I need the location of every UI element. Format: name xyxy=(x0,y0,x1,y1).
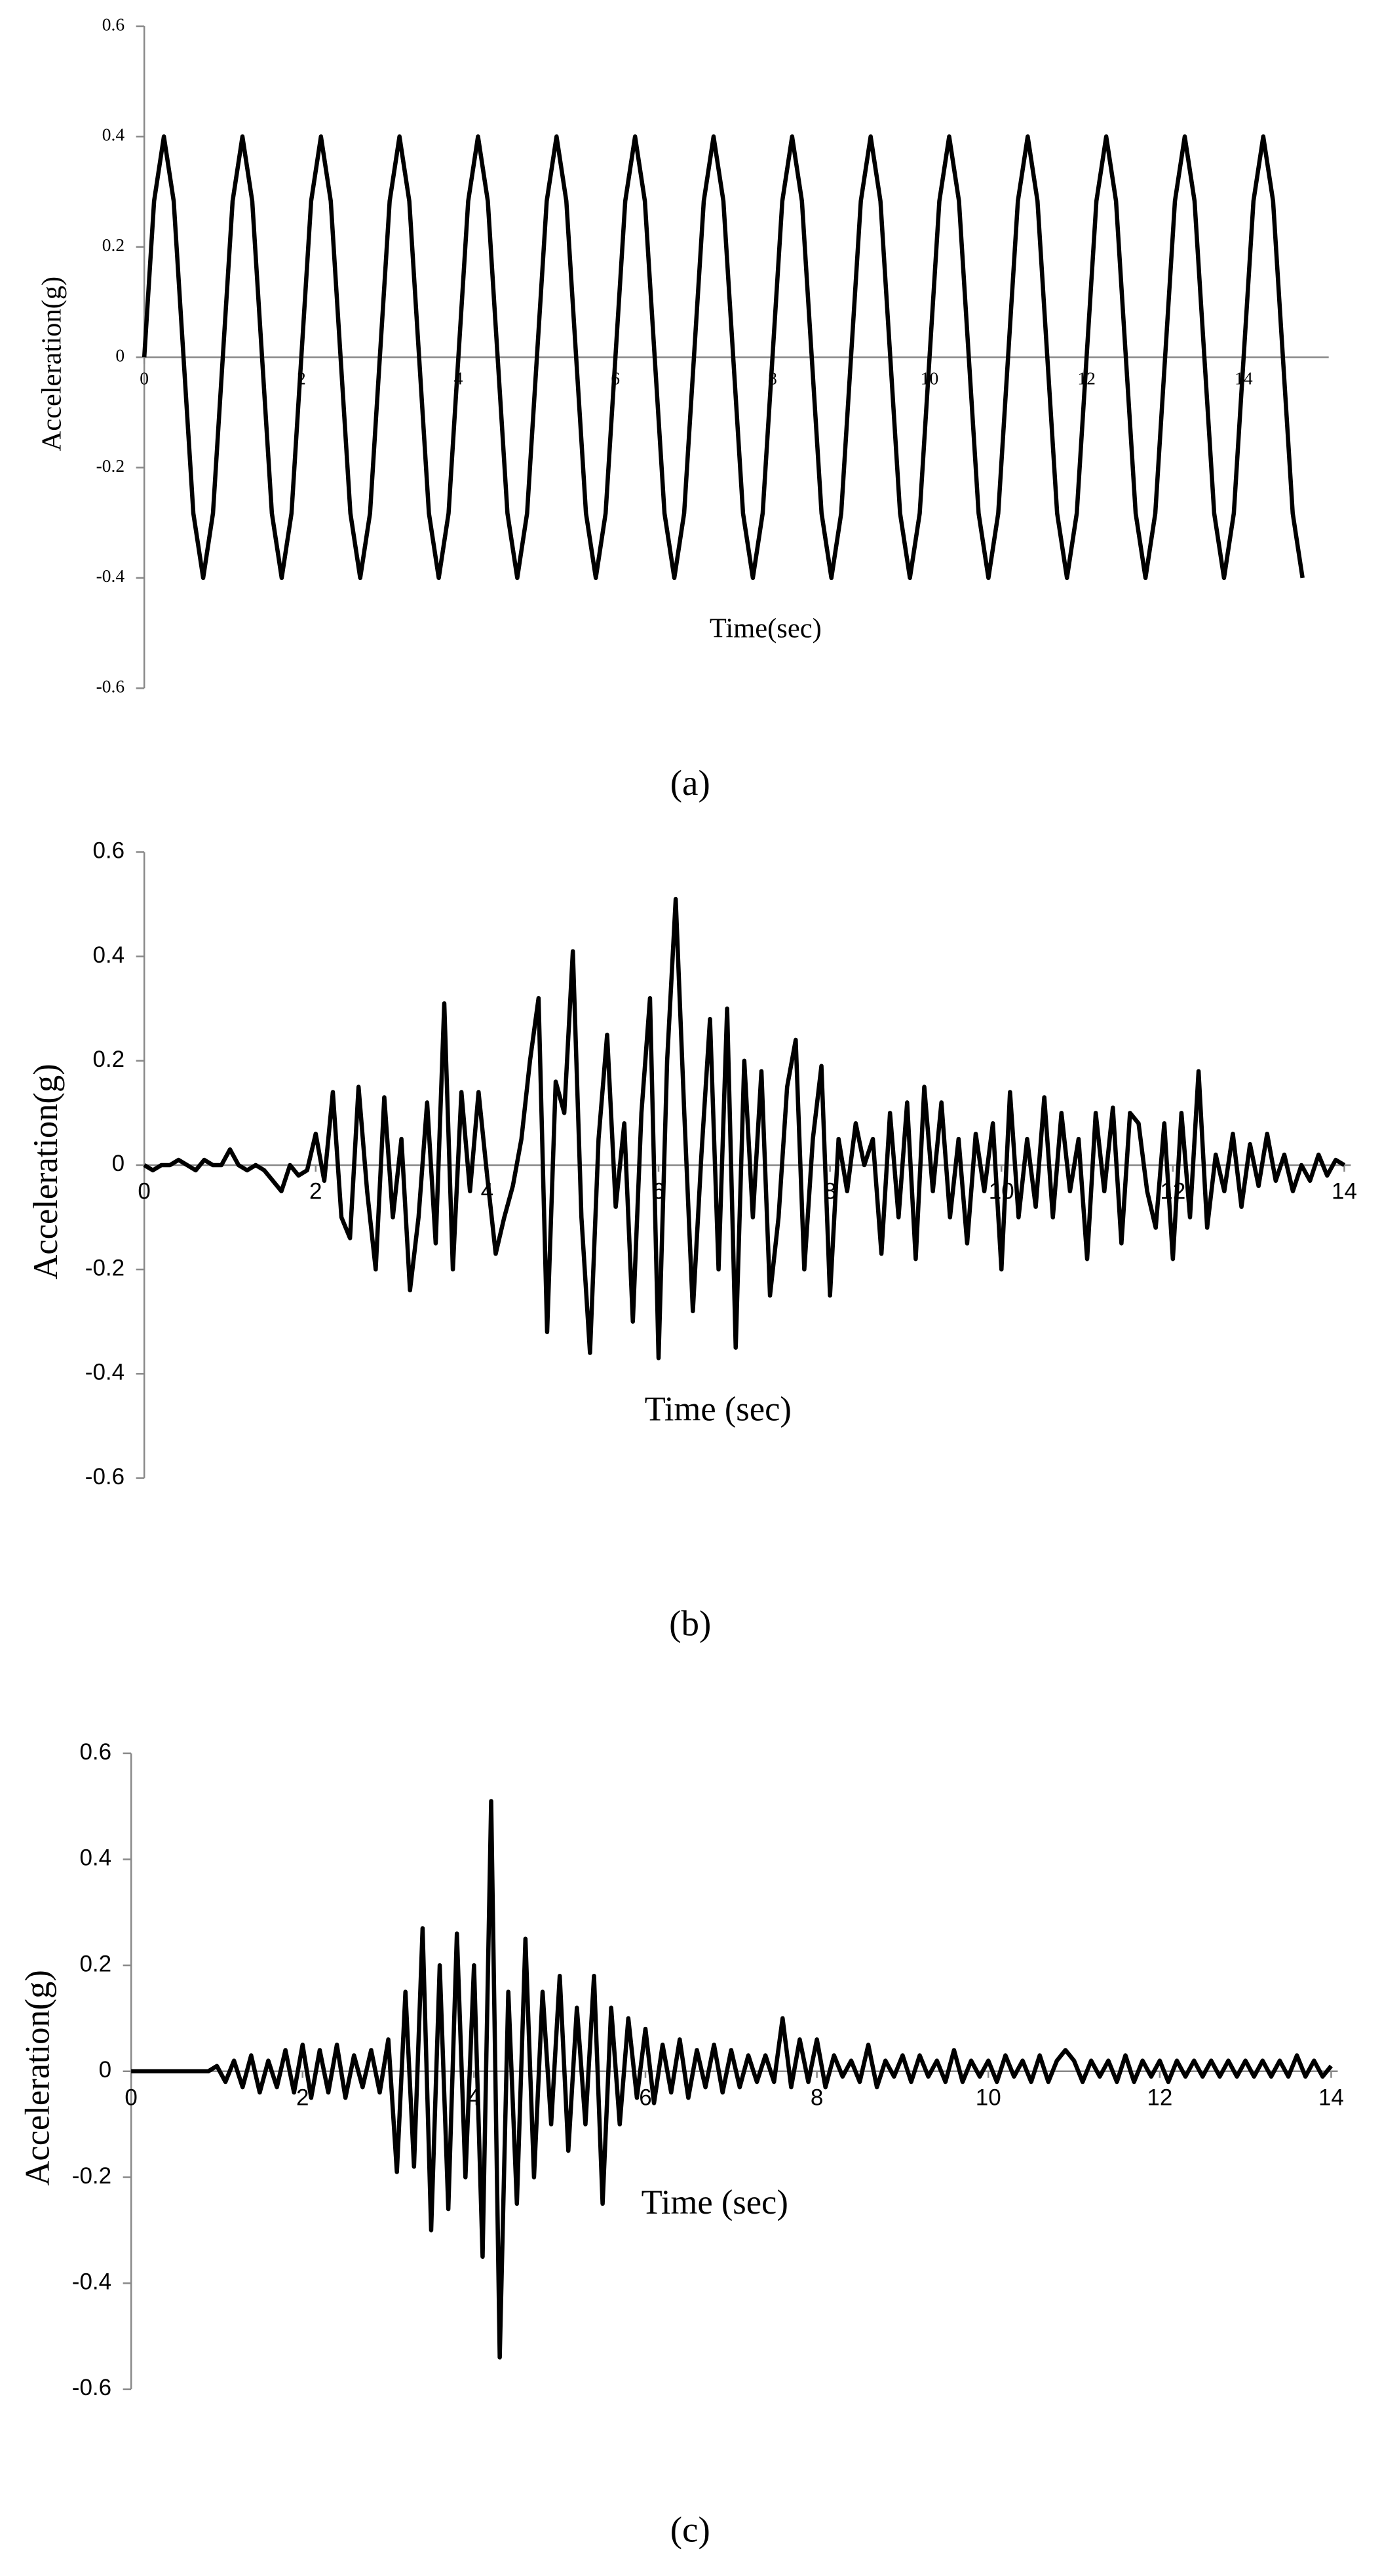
acceleration-line xyxy=(131,1799,1333,2360)
x-tick-label: 8 xyxy=(811,2085,823,2111)
x-tick-label: 10 xyxy=(989,1179,1014,1204)
x-tick-label: 0 xyxy=(138,1179,150,1204)
y-tick-label: -0.4 xyxy=(72,2269,111,2294)
acceleration-line xyxy=(142,134,1305,581)
x-axis-title: Time(sec) xyxy=(710,613,822,644)
x-axis-title: Time (sec) xyxy=(642,2183,788,2221)
y-tick-label: 0.4 xyxy=(79,1845,111,1871)
y-tick-label: -0.6 xyxy=(85,1464,125,1490)
x-tick-label: 12 xyxy=(1147,2085,1172,2111)
x-tick-label: 14 xyxy=(1332,1179,1357,1204)
acceleration-line xyxy=(143,896,1346,1360)
caption: (a) xyxy=(670,763,710,803)
y-axis-title: Acceleration(g) xyxy=(27,1064,65,1279)
y-tick-label: 0.6 xyxy=(102,14,125,34)
x-tick-label: 0 xyxy=(125,2085,137,2111)
x-tick-label: 2 xyxy=(296,2085,309,2111)
x-tick-label: 10 xyxy=(976,2085,1001,2111)
caption: (b) xyxy=(669,1604,711,1644)
y-tick-label: 0 xyxy=(99,2057,111,2083)
y-tick-label: 0.4 xyxy=(102,125,125,145)
x-tick-label: 2 xyxy=(309,1179,322,1204)
y-tick-label: 0 xyxy=(115,345,125,365)
x-tick-label: 12 xyxy=(1160,1179,1185,1204)
x-tick-label: 0 xyxy=(140,368,149,388)
y-tick-label: 0.2 xyxy=(79,1951,111,1976)
y-tick-label: -0.4 xyxy=(85,1360,125,1385)
caption: (c) xyxy=(670,2510,710,2550)
y-tick-label: 0.2 xyxy=(92,1047,125,1072)
y-tick-label: -0.6 xyxy=(72,2375,111,2400)
x-tick-label: 6 xyxy=(639,2085,651,2111)
y-tick-label: 0 xyxy=(112,1151,125,1176)
x-tick-label: 14 xyxy=(1318,2085,1344,2111)
y-tick-label: -0.2 xyxy=(96,455,125,476)
y-tick-label: 0.4 xyxy=(92,942,125,968)
x-axis-title: Time (sec) xyxy=(645,1391,792,1429)
y-axis-title: Acceleration(g) xyxy=(36,277,67,452)
y-tick-label: -0.2 xyxy=(72,2163,111,2189)
y-tick-label: 0.2 xyxy=(102,235,125,255)
y-tick-label: -0.4 xyxy=(96,566,125,586)
y-axis-title: Acceleration(g) xyxy=(19,1970,57,2185)
y-tick-label: -0.6 xyxy=(96,676,125,697)
y-tick-label: 0.6 xyxy=(79,1739,111,1765)
y-tick-label: -0.2 xyxy=(85,1255,125,1280)
y-tick-label: 0.6 xyxy=(92,838,125,864)
